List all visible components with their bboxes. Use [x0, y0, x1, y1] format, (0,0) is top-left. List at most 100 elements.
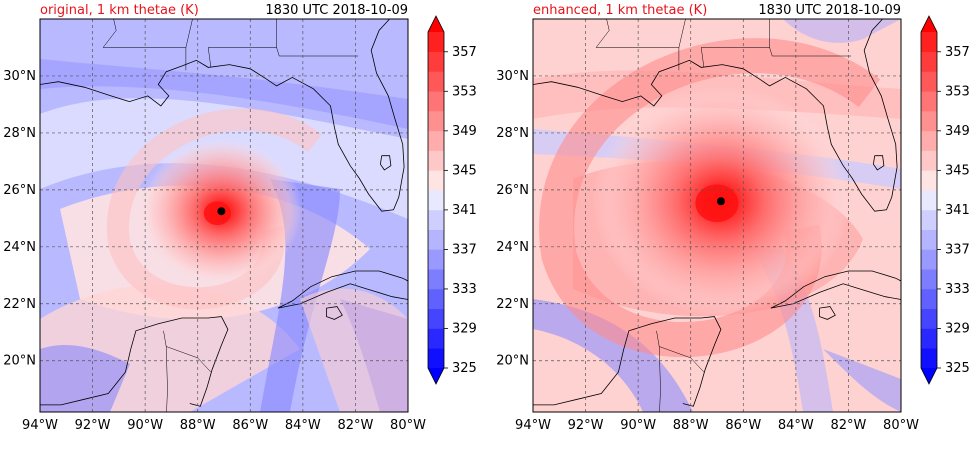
- coastline: [770, 270, 901, 309]
- colorbar-tick-label: 353: [945, 84, 970, 99]
- lon-tick-label: 82°W: [830, 418, 866, 433]
- colorbar-segment: [921, 269, 937, 290]
- colorbar-tick-label: 325: [452, 361, 477, 376]
- lat-tick-label: 24°N: [496, 240, 529, 255]
- colorbar-tick-label: 353: [452, 84, 477, 99]
- panel-timestamp-enhanced: 1830 UTC 2018-10-09: [758, 3, 901, 18]
- colorbar-segment: [921, 32, 937, 53]
- panel-original: original, 1 km thetae (K) 1830 UTC 2018-…: [3, 3, 477, 433]
- coastline: [533, 316, 722, 407]
- lon-tick-label: 86°W: [725, 418, 761, 433]
- political-boundary: [207, 19, 277, 68]
- political-boundary: [595, 19, 610, 48]
- colorbar-segment: [428, 71, 444, 92]
- colorbar-tick-label: 329: [945, 321, 970, 336]
- colorbar-segment: [921, 348, 937, 369]
- panel-title-original: original, 1 km thetae (K): [40, 3, 199, 18]
- colorbar-tick-label: 345: [452, 163, 477, 178]
- storm-center-marker: [217, 207, 226, 216]
- lon-tick-label: 90°W: [127, 418, 163, 433]
- lon-tick-label: 88°W: [673, 418, 709, 433]
- colorbar-segment: [428, 328, 444, 349]
- lon-tick-label: 88°W: [180, 418, 216, 433]
- political-boundary: [700, 19, 770, 68]
- colorbar-segment: [428, 150, 444, 171]
- coastline: [379, 155, 392, 171]
- political-boundary: [678, 19, 686, 48]
- lat-tick-label: 26°N: [496, 183, 529, 198]
- lat-tick-label: 30°N: [496, 69, 529, 84]
- colorbar-outline: [920, 15, 938, 385]
- colorbar-segment: [428, 170, 444, 191]
- lon-tick-label: 84°W: [285, 418, 321, 433]
- political-boundary: [769, 47, 852, 57]
- colorbar-tick-label: 333: [945, 282, 970, 297]
- colorbar-segment: [921, 111, 937, 132]
- colorbar-segment: [428, 308, 444, 329]
- lon-tick-label: 80°W: [390, 418, 426, 433]
- lat-tick-label: 30°N: [3, 69, 36, 84]
- colorbar-ticks-original: 325 329 333 337 341 345 349 353 357: [444, 45, 477, 376]
- lat-tick-label: 24°N: [3, 240, 36, 255]
- colorbar-tick-label: 349: [945, 124, 970, 139]
- colorbar-segment: [428, 130, 444, 151]
- panel-enhanced: enhanced, 1 km thetae (K) 1830 UTC 2018-…: [486, 0, 972, 449]
- colorbar-tick-label: 333: [452, 282, 477, 297]
- colorbar-segment: [428, 91, 444, 112]
- panel-timestamp-original: 1830 UTC 2018-10-09: [265, 3, 408, 18]
- colorbar-segment: [921, 308, 937, 329]
- lat-tick-label: 28°N: [496, 126, 529, 141]
- colorbar-segment: [921, 91, 937, 112]
- lat-axis-original: 20°N 22°N 24°N 26°N 28°N 30°N: [3, 69, 36, 369]
- coastline: [819, 306, 836, 320]
- political-boundary: [102, 19, 117, 48]
- colorbar-segment: [921, 150, 937, 171]
- coastline: [277, 270, 408, 309]
- lon-tick-label: 82°W: [337, 418, 373, 433]
- colorbar-outline: [427, 15, 445, 385]
- colorbar-tick-label: 325: [945, 361, 970, 376]
- colorbar-segment: [921, 229, 937, 250]
- lon-tick-label: 86°W: [232, 418, 268, 433]
- colorbar-segment: [428, 229, 444, 250]
- colorbar-segment: [428, 269, 444, 290]
- colorbar-segment: [428, 51, 444, 72]
- coastline: [533, 19, 898, 212]
- colorbar-segment: [921, 288, 937, 310]
- political-boundary: [656, 330, 661, 412]
- lon-tick-label: 94°W: [22, 418, 58, 433]
- colorbar-extend-high: [428, 16, 444, 32]
- colorbar-segment: [921, 51, 937, 72]
- map-frame: [39, 18, 409, 413]
- lat-tick-label: 22°N: [3, 297, 36, 312]
- lon-tick-label: 84°W: [778, 418, 814, 433]
- map-frame: [532, 18, 902, 413]
- storm-center-marker: [716, 197, 725, 206]
- thetae-map-original[interactable]: [39, 18, 409, 421]
- lon-tick-label: 92°W: [75, 418, 111, 433]
- colorbar-segment: [921, 190, 937, 211]
- colorbar-segment: [428, 348, 444, 369]
- colorbar-tick-label: 337: [452, 242, 477, 257]
- colorbar-extend-low: [921, 368, 937, 384]
- colorbar-extend-high: [921, 16, 937, 32]
- colorbar-segment: [428, 209, 444, 230]
- political-boundary: [163, 330, 168, 412]
- coastline: [872, 155, 885, 171]
- lon-tick-label: 92°W: [568, 418, 604, 433]
- lat-tick-label: 28°N: [3, 126, 36, 141]
- lat-axis-enhanced: 20°N 22°N 24°N 26°N 28°N 30°N: [496, 69, 529, 369]
- panel-title-enhanced: enhanced, 1 km thetae (K): [533, 3, 708, 18]
- political-boundary: [185, 19, 193, 48]
- colorbar-ticks-enhanced: 325 329 333 337 341 345 349 353 357: [937, 45, 970, 376]
- colorbar-tick-label: 337: [945, 242, 970, 257]
- colorbar-enhanced: [920, 15, 938, 385]
- panel-svg-enhanced: 94°W 92°W 90°W 88°W 86°W 84°W 82°W 80°W …: [496, 15, 970, 433]
- thetae-map-enhanced[interactable]: [532, 18, 902, 421]
- political-boundary: [276, 47, 359, 57]
- lon-tick-label: 94°W: [515, 418, 551, 433]
- colorbar-tick-label: 357: [452, 45, 477, 60]
- colorbar-segment: [921, 170, 937, 191]
- colorbar-segment: [921, 249, 937, 270]
- colorbar-segment: [428, 288, 444, 310]
